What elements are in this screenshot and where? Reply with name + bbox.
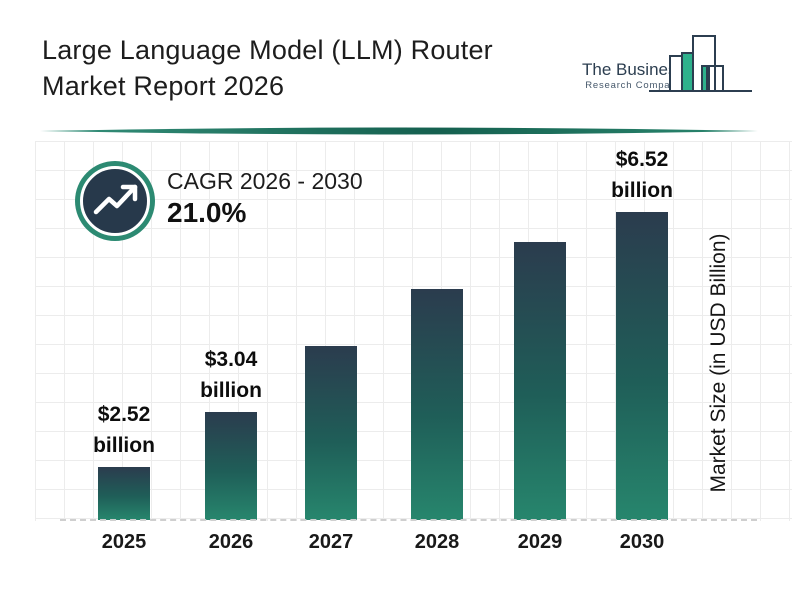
- bar-2026: [205, 412, 257, 520]
- value-amount: $3.04: [204, 348, 258, 371]
- x-tick-label-2025: 2025: [101, 531, 147, 553]
- value-label-2026: $3.04 billion: [166, 344, 296, 406]
- value-unit: billion: [93, 434, 155, 457]
- x-tick-label-2030: 2030: [619, 531, 665, 553]
- value-unit: billion: [611, 179, 673, 202]
- x-tick-label-2029: 2029: [517, 531, 563, 553]
- trend-up-icon: [93, 184, 138, 215]
- value-label-2025: $2.52 billion: [59, 399, 189, 461]
- logo-name: The Business: [582, 60, 685, 79]
- value-unit: billion: [200, 379, 262, 402]
- bar-2025: [98, 467, 150, 520]
- value-amount: $6.52: [615, 148, 669, 171]
- logo-bars-icon: The Business Research Company: [582, 35, 752, 92]
- x-axis-line: [60, 519, 757, 521]
- divider: [40, 124, 758, 136]
- bar-2027: [305, 346, 357, 520]
- value-amount: $2.52: [97, 403, 151, 426]
- logo-subname: Research Company: [585, 80, 682, 91]
- y-axis-title: Market Size (in USD Billion): [707, 233, 730, 493]
- cagr-value: 21.0%: [167, 197, 247, 228]
- x-tick-label-2026: 2026: [208, 531, 254, 553]
- x-tick-label-2027: 2027: [308, 531, 354, 553]
- x-tick-label-2028: 2028: [414, 531, 460, 553]
- company-logo: The Business Research Company: [552, 28, 772, 108]
- cagr-badge: [80, 166, 150, 236]
- bar-2029: [514, 242, 566, 520]
- bar-2028: [411, 289, 463, 520]
- bar-2030: [616, 212, 668, 520]
- page-title-line1: Large Language Model (LLM) Router: [42, 35, 493, 65]
- cagr-label: CAGR 2026 - 2030: [167, 168, 363, 194]
- page-title: Large Language Model (LLM) Router Market…: [42, 32, 493, 104]
- page-title-line2: Market Report 2026: [42, 71, 285, 101]
- value-label-2030: $6.52 billion: [577, 144, 707, 206]
